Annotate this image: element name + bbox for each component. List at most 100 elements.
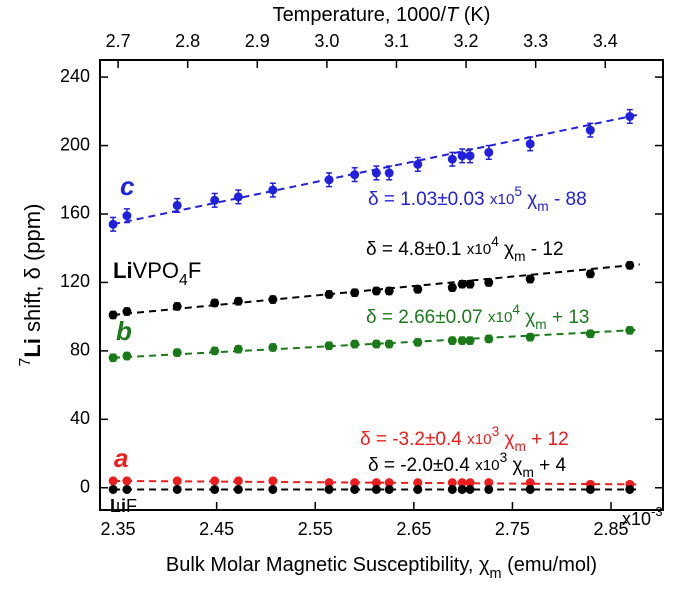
text-part: -3 xyxy=(651,504,663,519)
text-part: m xyxy=(535,317,546,332)
fit-equation: δ = 2.66±0.07 x104 χm + 13 xyxy=(366,302,589,332)
point xyxy=(210,346,220,356)
text-part: 4 xyxy=(491,234,499,249)
text-part: + 12 xyxy=(526,429,569,450)
point xyxy=(371,478,381,488)
point xyxy=(350,170,360,180)
point xyxy=(465,151,475,161)
point xyxy=(233,344,243,354)
point xyxy=(122,307,132,317)
point xyxy=(525,274,535,284)
point xyxy=(413,159,423,169)
point xyxy=(457,151,467,161)
y-tick-label: 240 xyxy=(60,66,90,86)
point xyxy=(210,484,220,494)
point xyxy=(268,342,278,352)
point xyxy=(172,301,182,311)
text-part: , χ xyxy=(468,554,490,576)
point xyxy=(233,484,243,494)
text-part: T xyxy=(446,4,460,26)
point xyxy=(384,339,394,349)
point xyxy=(413,284,423,294)
series xyxy=(108,108,640,232)
text-part: F xyxy=(188,258,201,283)
point xyxy=(350,484,360,494)
y-tick-label: 80 xyxy=(70,340,90,360)
point xyxy=(484,277,494,287)
point xyxy=(122,484,132,494)
text-part: Temperature, 1000/ xyxy=(273,4,447,26)
text-part: m xyxy=(514,439,525,454)
text-part: χ xyxy=(507,455,522,476)
y-tick-label: 0 xyxy=(80,477,90,497)
text-part: Li xyxy=(20,338,45,358)
text-part: 3 xyxy=(492,424,500,439)
point xyxy=(210,298,220,308)
x-tick-label: 2.65 xyxy=(396,519,431,539)
point xyxy=(625,111,635,121)
point xyxy=(108,310,118,320)
point xyxy=(384,484,394,494)
point xyxy=(268,476,278,486)
point xyxy=(324,175,334,185)
text-part: δ = 2.66±0.07 xyxy=(366,307,488,328)
text-part: m xyxy=(514,249,525,264)
text-part: m xyxy=(537,199,548,214)
point xyxy=(233,192,243,202)
series-label: LiF xyxy=(110,496,137,516)
point xyxy=(465,484,475,494)
point xyxy=(371,339,381,349)
x-multiplier: x10-3 xyxy=(622,504,663,529)
fit-equation: δ = 1.03±0.03 x105 χm - 88 xyxy=(368,184,587,214)
text-part: b xyxy=(116,316,132,346)
point xyxy=(384,478,394,488)
point xyxy=(268,185,278,195)
point xyxy=(465,478,475,488)
series-label: a xyxy=(114,443,128,473)
point xyxy=(585,484,595,494)
text-part: 4 xyxy=(179,272,188,289)
point xyxy=(324,289,334,299)
fit-equation: δ = 4.8±0.1 x104 χm - 12 xyxy=(366,234,564,264)
text-part: - 12 xyxy=(526,239,564,260)
point xyxy=(350,339,360,349)
point xyxy=(172,484,182,494)
point xyxy=(447,478,457,488)
y-axis-title: 7Li shift, δ (ppm) xyxy=(17,204,45,367)
point xyxy=(108,219,118,229)
point xyxy=(625,260,635,270)
point xyxy=(122,211,132,221)
fit-line xyxy=(113,479,640,486)
x2-tick-label: 3.0 xyxy=(314,31,339,51)
point xyxy=(108,484,118,494)
fit-equation: δ = -3.2±0.4 x103 χm + 12 xyxy=(360,424,569,454)
x2-axis-title: Temperature, 1000/T (K) xyxy=(273,4,491,26)
point xyxy=(457,484,467,494)
x2-tick-label: 2.9 xyxy=(245,31,270,51)
text-part: χ xyxy=(522,189,537,210)
point xyxy=(525,332,535,342)
text-part: c xyxy=(120,171,135,201)
point xyxy=(447,283,457,293)
text-part: δ = 1.03±0.03 xyxy=(368,189,490,210)
text-part: + 13 xyxy=(547,307,590,328)
point xyxy=(350,478,360,488)
x-tick-label: 2.75 xyxy=(495,519,530,539)
text-part: VPO xyxy=(133,258,179,283)
point xyxy=(122,351,132,361)
plot-frame xyxy=(99,59,664,511)
x-tick-label: 2.85 xyxy=(594,519,629,539)
point xyxy=(447,484,457,494)
point xyxy=(525,478,535,488)
point xyxy=(384,168,394,178)
point xyxy=(457,279,467,289)
point xyxy=(447,336,457,346)
text-part: x10 xyxy=(475,457,500,474)
series-label: c xyxy=(120,171,135,201)
y-tick-label: 40 xyxy=(70,408,90,428)
point xyxy=(484,334,494,344)
text-part: x10 xyxy=(467,241,492,258)
text-part: Li xyxy=(110,496,126,516)
text-part: Bulk Molar Magnetic Susceptibility xyxy=(166,554,469,576)
x-tick-label: 2.55 xyxy=(298,519,333,539)
